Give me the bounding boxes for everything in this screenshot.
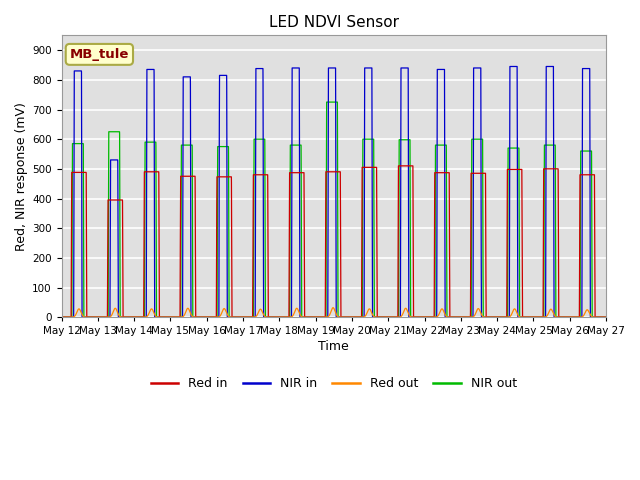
X-axis label: Time: Time [319,340,349,353]
Legend: Red in, NIR in, Red out, NIR out: Red in, NIR in, Red out, NIR out [146,372,522,396]
Title: LED NDVI Sensor: LED NDVI Sensor [269,15,399,30]
Text: MB_tule: MB_tule [70,48,129,61]
Y-axis label: Red, NIR response (mV): Red, NIR response (mV) [15,102,28,251]
